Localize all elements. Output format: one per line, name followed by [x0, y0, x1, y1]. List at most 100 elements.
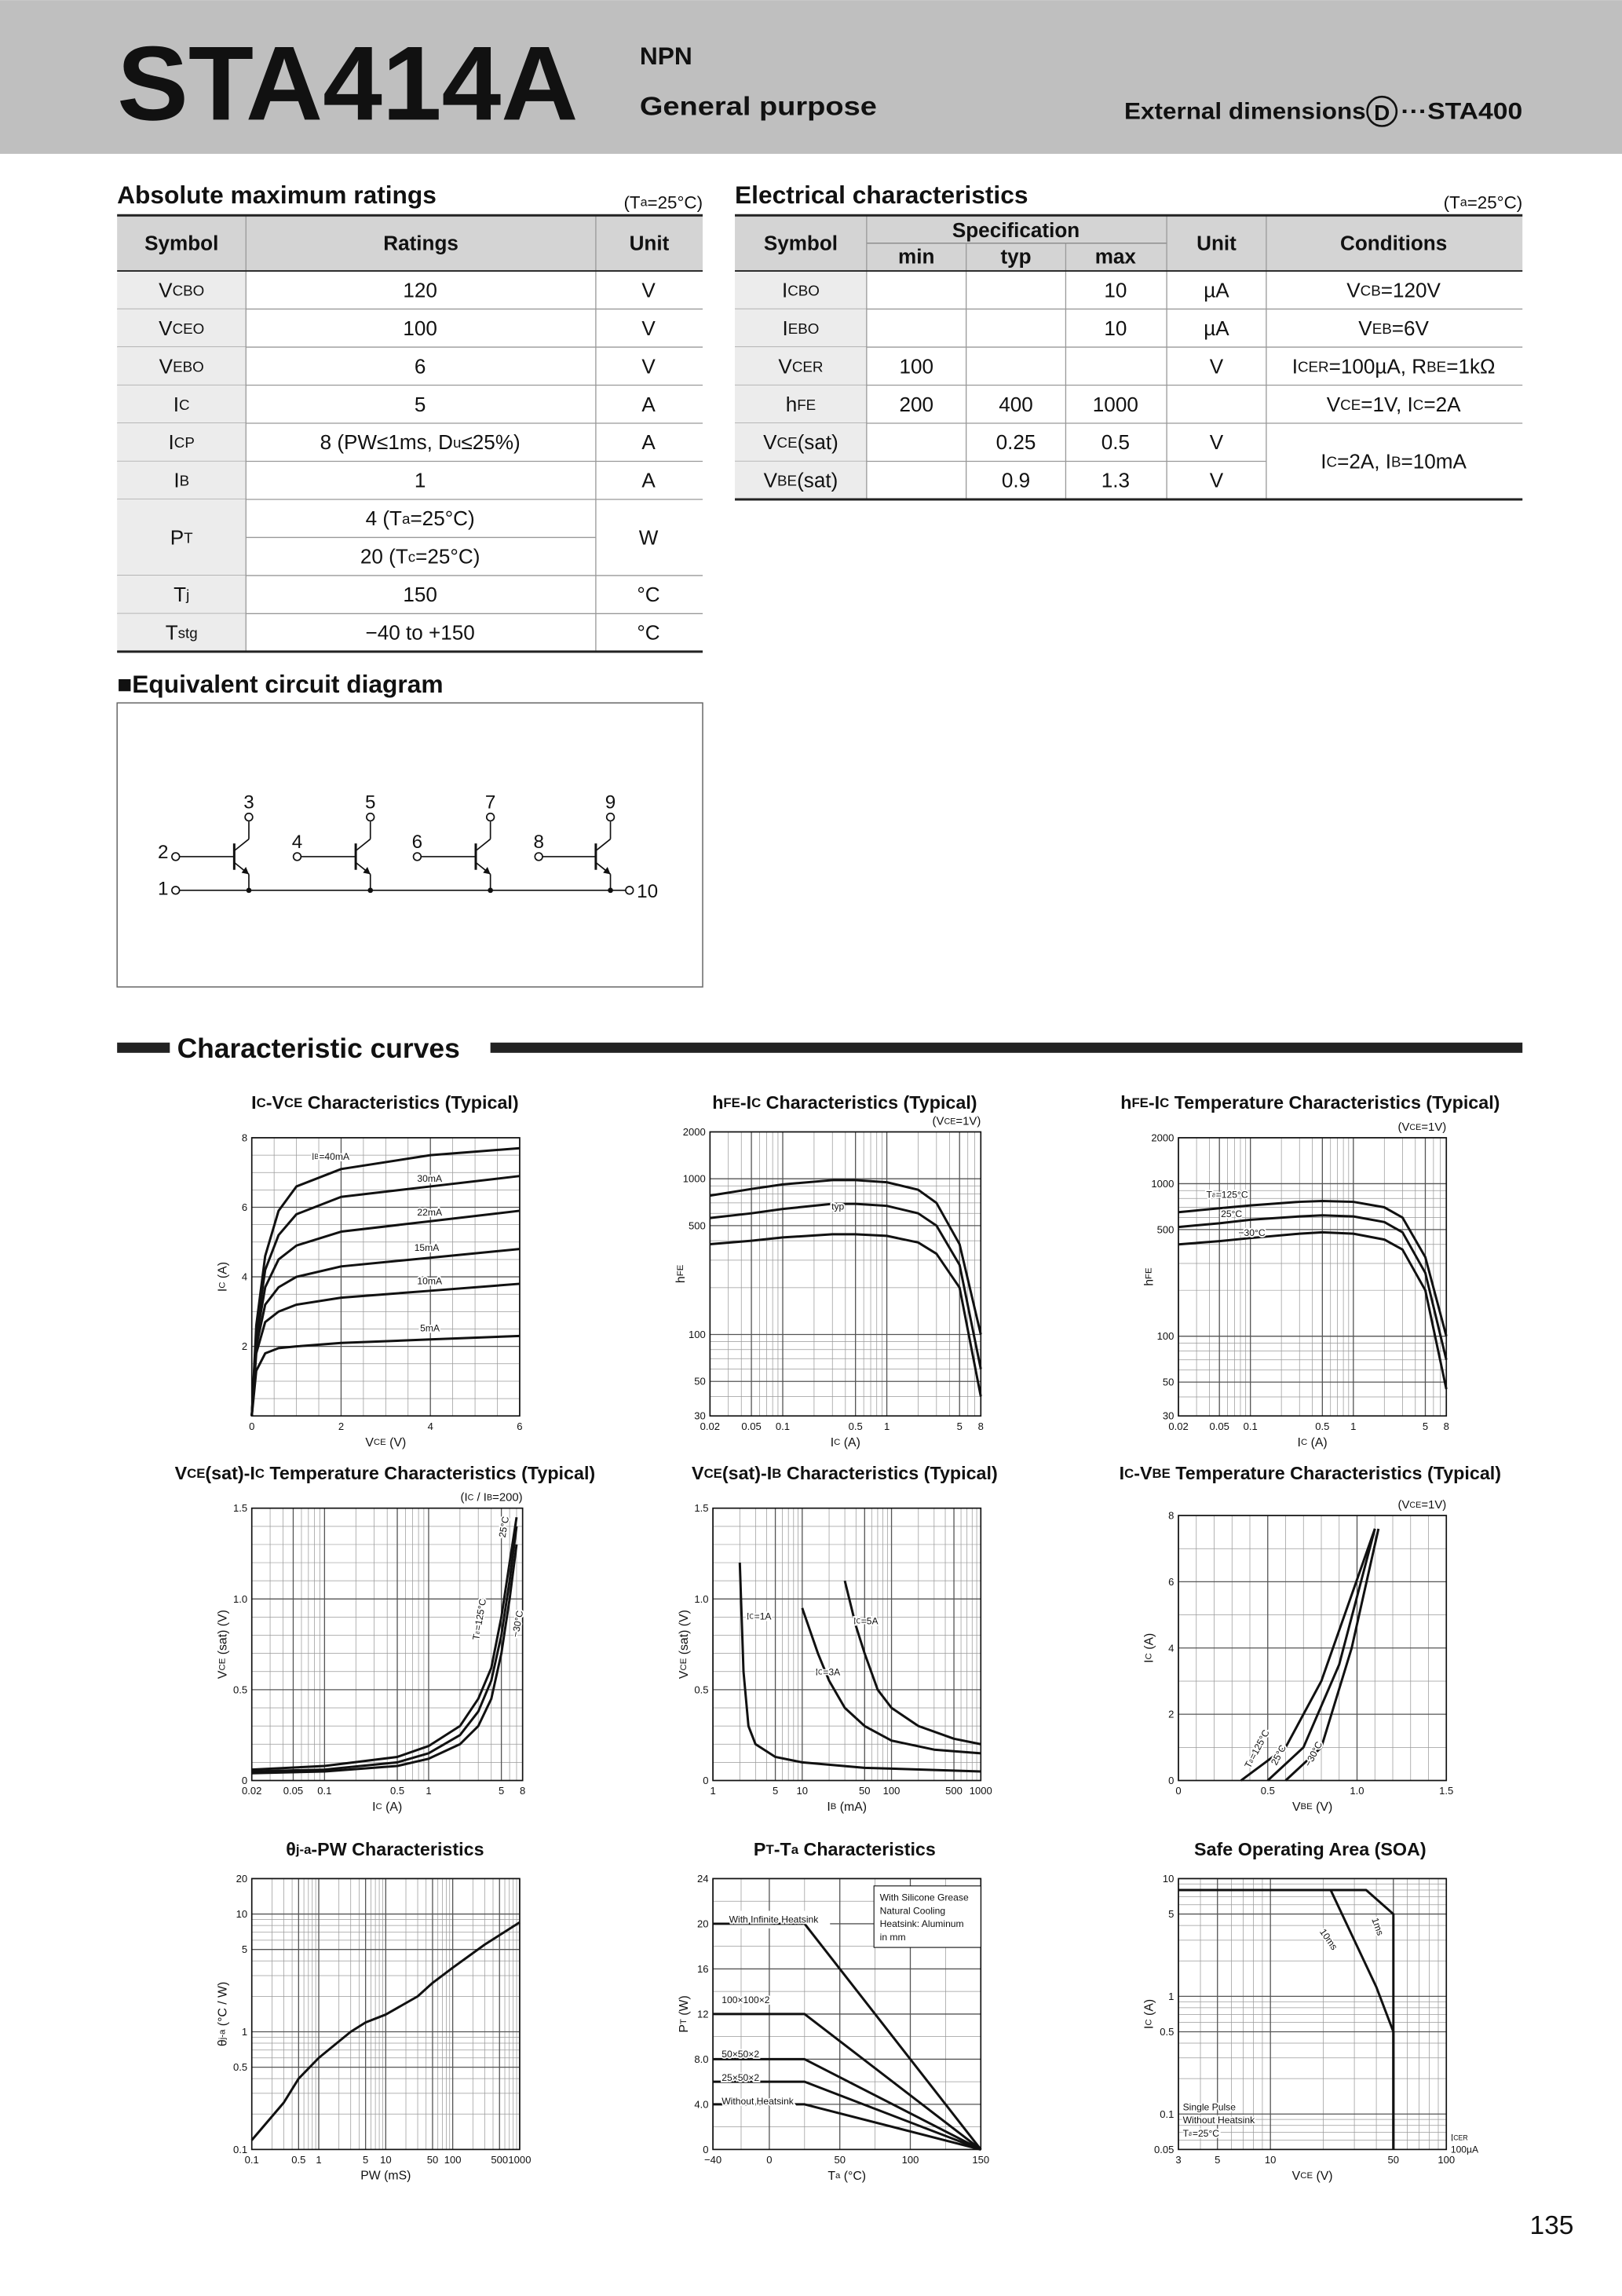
- x-tick-label: 1: [316, 2154, 321, 2166]
- table-note: (Ta=25°C): [1444, 192, 1523, 212]
- x-tick-label: 5: [1215, 2154, 1220, 2166]
- subscript: C: [1301, 1438, 1307, 1447]
- y-tick-label: 0.1: [1160, 2108, 1174, 2120]
- y-tick-label: 6: [1168, 1576, 1174, 1588]
- y-tick-label: 1.5: [233, 1502, 247, 1514]
- text-run: =1A: [754, 1611, 773, 1622]
- text-run: T: [174, 583, 186, 606]
- y-tick-label: 2: [1168, 1709, 1174, 1720]
- x-axis-label: IB (mA): [827, 1801, 867, 1814]
- chart-title: PT-Ta Characteristics: [754, 1839, 936, 1859]
- text-run: P: [754, 1839, 766, 1859]
- subscript: CE: [777, 434, 798, 451]
- chart-note: (VCE=1V): [1398, 1121, 1447, 1134]
- symbol: PT: [170, 525, 193, 549]
- x-tick-label: 5: [499, 1785, 504, 1797]
- text-run: T: [1183, 2128, 1189, 2139]
- chart-title: IC-VCE Characteristics (Typical): [251, 1092, 519, 1113]
- wire: [595, 838, 612, 852]
- plot-area: [1178, 1878, 1447, 2150]
- ext-code-ring: [1366, 95, 1398, 127]
- text-run: =3A: [823, 1667, 841, 1678]
- text-run: -T: [774, 1839, 791, 1859]
- symbol: hFE: [786, 393, 816, 416]
- text-run: =40mA: [319, 1151, 350, 1162]
- y-tick-label: 1.0: [694, 1593, 708, 1605]
- x-tick-label: 1.0: [1350, 1785, 1364, 1797]
- symbol: VCE(sat): [763, 430, 838, 454]
- annotation: −30°C: [1238, 1227, 1265, 1238]
- pin-label: 5: [365, 792, 375, 813]
- subscript: C: [1160, 1095, 1169, 1110]
- unit: V: [641, 316, 656, 340]
- text-run: (sat) (V): [677, 1610, 690, 1658]
- subscript: a: [402, 510, 411, 527]
- typ: 0.9: [1002, 469, 1030, 492]
- x-tick-label: 100: [902, 2154, 919, 2166]
- text-run: / I: [473, 1492, 487, 1504]
- chart-note: (IC / IB=200): [460, 1492, 522, 1504]
- table-header-bg: [117, 215, 703, 272]
- pin: [171, 852, 181, 861]
- x-tick-label: 50: [1388, 2154, 1400, 2166]
- y-tick-label: 0.05: [1154, 2144, 1174, 2155]
- x-tick-label: 0.1: [245, 2154, 259, 2166]
- curve: [1266, 1528, 1376, 1782]
- x-tick-label: 0: [249, 1420, 254, 1432]
- text-run: V: [763, 430, 777, 454]
- pin: [485, 812, 495, 822]
- page-number: 135: [1529, 2211, 1573, 2240]
- note-box: [873, 1885, 981, 1948]
- subscript: a: [1189, 2130, 1193, 2137]
- subscript: CE: [1409, 1501, 1421, 1510]
- y-tick-label: 0: [703, 2144, 708, 2155]
- pin: [412, 852, 422, 861]
- subscript: CE: [187, 1465, 205, 1480]
- y-axis-label: hFE: [1142, 1267, 1156, 1286]
- min: 200: [899, 393, 933, 416]
- y-tick-label: 0: [242, 1775, 247, 1786]
- symbol-cell-bg: [117, 347, 247, 386]
- text-run: Characteristics (Typical): [302, 1092, 518, 1113]
- chart-title: VCE(sat)-IC Temperature Characteristics …: [175, 1463, 596, 1483]
- y-tick-label: 2: [242, 1340, 247, 1352]
- x-axis-label: VCE (V): [365, 1435, 406, 1449]
- table-header: Specification: [952, 218, 1080, 242]
- table-header: Ratings: [383, 232, 458, 255]
- x-tick-label: 0.5: [291, 2154, 305, 2166]
- y-tick-label: 1.0: [233, 1593, 247, 1605]
- text-run: P: [677, 2024, 690, 2033]
- curve: [710, 1179, 982, 1335]
- text-run: I: [747, 1611, 749, 1622]
- text-run: V: [1292, 1801, 1301, 1814]
- y-axis-label: PT (W): [677, 1995, 690, 2032]
- text-run: (W): [677, 1995, 690, 2019]
- subscript: j-a: [217, 2029, 227, 2040]
- chart-title: Safe Operating Area (SOA): [1194, 1839, 1427, 1859]
- section-title: Absolute maximum ratings: [117, 181, 437, 209]
- max: 10: [1104, 278, 1127, 302]
- symbol-cell-bg: [117, 461, 247, 499]
- subscript: C: [179, 396, 190, 412]
- x-tick-label: 1000: [508, 2154, 531, 2166]
- annotation: Without Heatsink: [1183, 2115, 1255, 2126]
- text-run: V: [159, 278, 173, 302]
- subscript: BE: [777, 472, 797, 488]
- text-run: =25°C): [410, 506, 474, 530]
- max: 0.5: [1101, 430, 1130, 454]
- x-tick-label: −40: [704, 2154, 721, 2166]
- symbol-cell-bg: [117, 575, 247, 614]
- subscript: C: [1413, 396, 1424, 412]
- y-tick-label: 1.5: [694, 1502, 708, 1514]
- text-run: V: [677, 1670, 690, 1679]
- y-tick-label: 20: [236, 1873, 248, 1885]
- x-tick-label: 0.5: [849, 1420, 863, 1432]
- chart-title: θj-a-PW Characteristics: [286, 1839, 484, 1859]
- symbol: VCER: [778, 354, 823, 378]
- ext-value: ···STA400: [1401, 98, 1522, 124]
- curve: [843, 1580, 981, 1746]
- subscript: C: [1327, 453, 1338, 470]
- emitter-arrow: [483, 866, 491, 875]
- text-run: I: [169, 430, 174, 454]
- subscript: C: [1124, 1465, 1134, 1480]
